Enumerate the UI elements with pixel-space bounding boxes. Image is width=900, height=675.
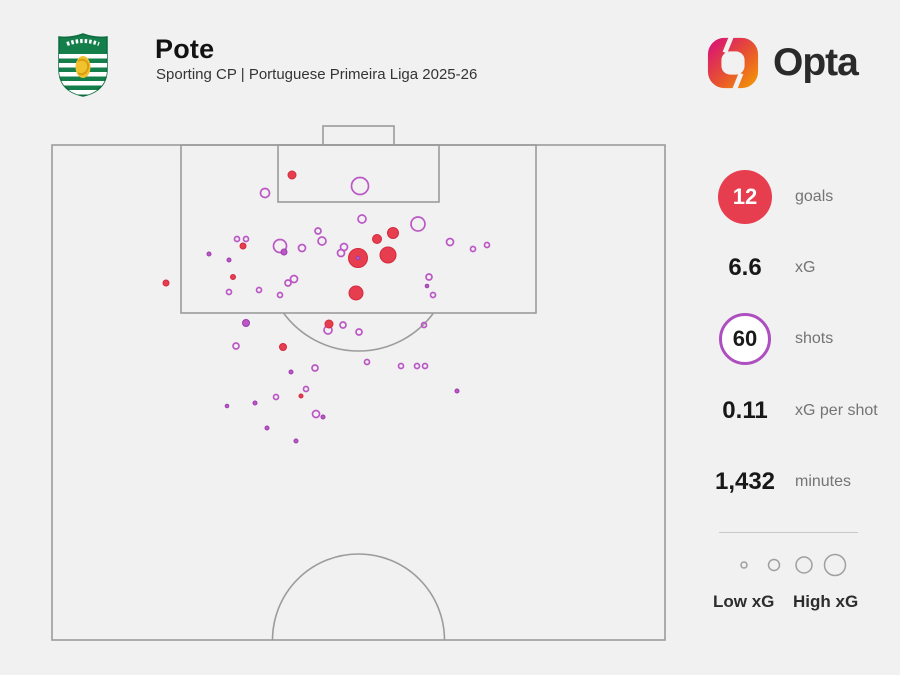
goal-marker	[230, 274, 236, 280]
goal-marker	[387, 227, 399, 239]
legend-low-xg-label: Low xG	[713, 592, 775, 611]
goal-marker	[324, 319, 334, 329]
opta-brand: Opta	[706, 35, 859, 91]
shot-marker	[355, 255, 361, 261]
penalty-arc	[282, 312, 435, 352]
shot-marker	[255, 286, 263, 294]
shot-marker	[424, 283, 430, 289]
shot-marker	[425, 273, 433, 281]
shot-marker	[242, 319, 250, 327]
shot-marker	[232, 342, 240, 350]
goal-marker	[298, 393, 304, 399]
shot-marker	[259, 187, 271, 199]
goal-marker	[279, 343, 287, 351]
shot-marker	[225, 288, 233, 296]
shot-marker	[293, 438, 299, 444]
shot-marker	[336, 248, 346, 258]
shot-marker	[350, 176, 370, 196]
page-title: Pote	[155, 34, 215, 64]
shot-marker	[357, 214, 367, 224]
shots-layer	[162, 170, 491, 444]
shot-marker	[288, 369, 294, 375]
xg-label: xG	[795, 259, 816, 276]
shot-marker	[429, 291, 437, 299]
shot-marker	[226, 257, 232, 263]
shot-marker	[280, 248, 288, 256]
shot-marker	[397, 362, 405, 370]
shot-marker	[272, 393, 280, 401]
shot-marker	[355, 328, 363, 336]
shot-marker	[320, 414, 326, 420]
shots-value: 60	[732, 326, 758, 351]
goal-marker	[372, 234, 382, 244]
pitch-lines	[51, 125, 666, 641]
xg-per-shot-label: xG per shot	[795, 402, 878, 419]
shot-marker	[297, 243, 307, 253]
xg-size-legend-icon	[740, 553, 847, 577]
goals-value: 12	[732, 184, 758, 209]
goal-marker	[162, 279, 170, 287]
shot-marker	[284, 279, 292, 287]
shot-marker	[224, 403, 230, 409]
shot-marker	[314, 227, 322, 235]
shot-marker	[206, 251, 212, 257]
xg-per-shot-value: 0.11	[722, 397, 768, 424]
opta-logo-text: Opta	[773, 41, 859, 84]
shot-marker	[363, 358, 371, 366]
shot-marker	[410, 216, 426, 232]
goals-label: goals	[795, 188, 834, 205]
shots-label: shots	[795, 330, 834, 347]
goal-marker	[239, 242, 247, 250]
shot-marker	[264, 425, 270, 431]
goal-marker	[287, 170, 297, 180]
six-yard-box	[277, 144, 440, 203]
shot-marker	[311, 364, 319, 372]
centre-circle	[271, 553, 446, 641]
goals-badge: 12	[718, 170, 772, 224]
opta-logo-icon	[707, 36, 759, 90]
page-subtitle: Sporting CP | Portuguese Primeira Liga 2…	[156, 66, 478, 83]
shot-marker	[483, 241, 491, 249]
legend-high-xg-label: High xG	[793, 592, 859, 611]
shot-marker	[276, 291, 284, 299]
shot-marker	[272, 238, 288, 254]
goal-marker	[348, 285, 364, 301]
shot-marker	[421, 362, 429, 370]
minutes-label: minutes	[795, 473, 852, 490]
minutes-value: 1,432	[714, 468, 776, 495]
shot-marker	[445, 237, 455, 247]
shot-marker	[252, 400, 258, 406]
shot-marker	[317, 236, 327, 246]
shot-marker	[339, 321, 347, 329]
shot-marker	[311, 409, 321, 419]
goal-frame	[322, 125, 395, 146]
legend-divider	[719, 532, 858, 533]
goal-marker	[379, 246, 397, 264]
shot-marker	[469, 245, 477, 253]
xg-value: 6.6	[728, 254, 762, 281]
shot-marker	[413, 362, 421, 370]
shot-marker	[289, 274, 299, 284]
shot-marker	[233, 235, 241, 243]
club-crest-icon	[58, 33, 108, 97]
shot-marker	[454, 388, 460, 394]
shot-marker	[242, 235, 250, 243]
shots-badge: 60	[719, 313, 771, 365]
shot-marker	[302, 385, 310, 393]
shot-marker	[420, 321, 428, 329]
